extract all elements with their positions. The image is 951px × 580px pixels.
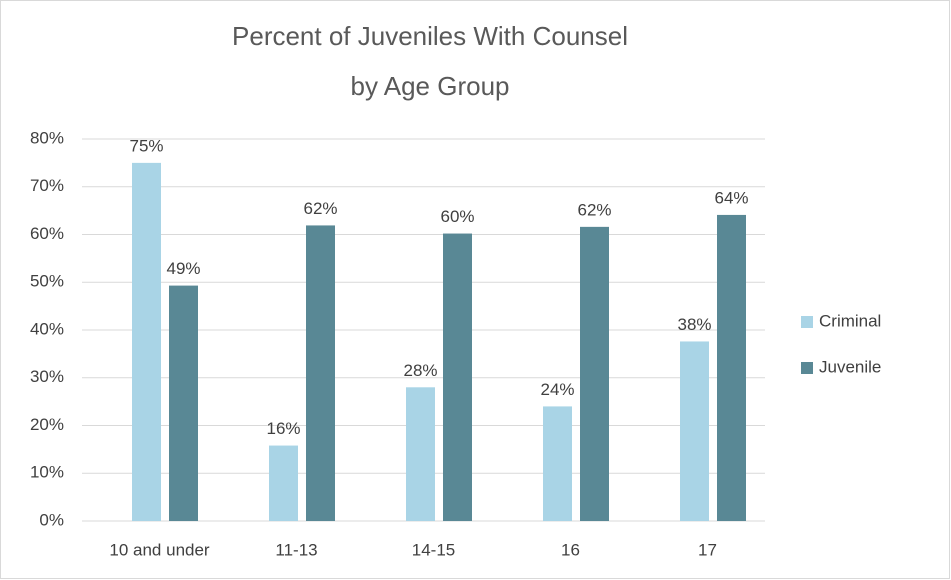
chart-title: Percent of Juveniles With Counsel [232,21,628,51]
bar [132,162,161,521]
y-tick-label: 80% [30,128,64,147]
data-label: 38% [677,315,711,334]
data-label: 75% [129,136,163,155]
legend-swatch [801,316,813,328]
bar [269,445,298,521]
bar [543,406,572,521]
y-tick-label: 30% [30,367,64,386]
data-label: 16% [266,419,300,438]
data-label: 62% [303,199,337,218]
bar [443,233,472,522]
x-tick-label: 14-15 [412,540,455,559]
bar [680,341,709,521]
x-tick-label: 11-13 [275,540,317,559]
x-tick-label: 16 [561,540,580,559]
data-label: 49% [166,259,200,278]
bar [580,226,609,522]
bar [406,387,435,521]
data-label: 28% [403,361,437,380]
legend-label: Criminal [819,311,881,330]
chart-title: by Age Group [351,71,510,101]
data-label: 60% [440,207,474,226]
y-tick-label: 60% [30,224,64,243]
y-tick-label: 50% [30,272,64,291]
legend-swatch [801,362,813,374]
y-tick-label: 10% [30,463,64,482]
x-tick-label: 17 [698,540,717,559]
y-tick-label: 20% [30,415,64,434]
x-tick-label: 10 and under [109,540,210,559]
bar [306,225,335,522]
bar [169,285,198,521]
bar [717,214,746,522]
y-tick-label: 0% [39,510,64,529]
data-label: 62% [577,200,611,219]
y-tick-label: 40% [30,319,64,338]
legend-label: Juvenile [819,357,881,376]
y-tick-label: 70% [30,176,64,195]
data-label: 24% [540,380,574,399]
data-label: 64% [714,188,748,207]
